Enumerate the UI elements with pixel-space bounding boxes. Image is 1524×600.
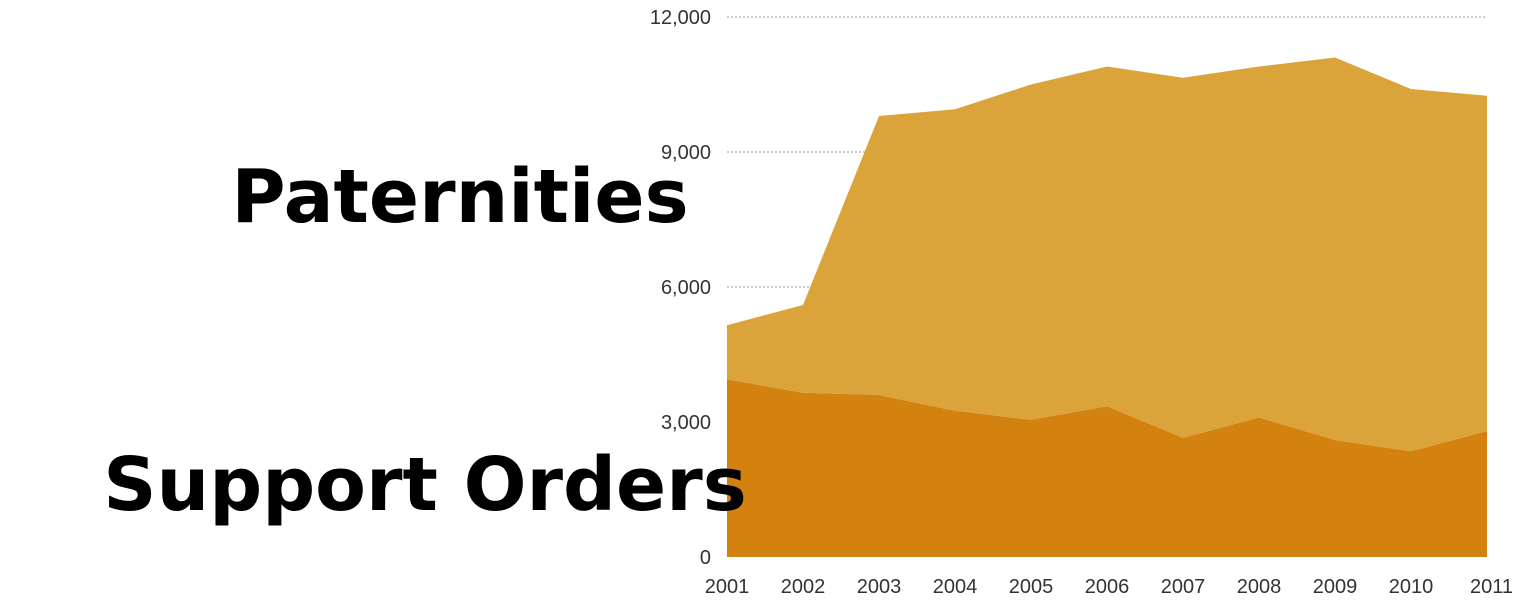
y-axis-tick-labels: 0 3,000 6,000 9,000 12,000 bbox=[650, 7, 711, 569]
area-support-orders bbox=[727, 379, 1487, 557]
area-series bbox=[727, 57, 1487, 557]
x-tick-label: 2011 bbox=[1470, 576, 1513, 598]
series-labels: Paternities Support Orders bbox=[103, 154, 747, 528]
x-tick-label: 2010 bbox=[1389, 576, 1434, 598]
x-tick-label: 2004 bbox=[933, 576, 978, 598]
y-tick-label: 12,000 bbox=[650, 7, 711, 29]
y-tick-label: 0 bbox=[700, 547, 711, 569]
x-tick-label: 2007 bbox=[1161, 576, 1206, 598]
y-tick-label: 6,000 bbox=[661, 277, 711, 299]
x-tick-label: 2006 bbox=[1085, 576, 1130, 598]
x-tick-label: 2009 bbox=[1313, 576, 1358, 598]
area-paternities bbox=[727, 57, 1487, 452]
x-tick-label: 2008 bbox=[1237, 576, 1282, 598]
series-label-support-orders: Support Orders bbox=[103, 442, 747, 528]
x-tick-label: 2002 bbox=[781, 576, 826, 598]
x-tick-label: 2005 bbox=[1009, 576, 1054, 598]
y-tick-label: 3,000 bbox=[661, 412, 711, 434]
x-tick-label: 2003 bbox=[857, 576, 902, 598]
series-label-paternities: Paternities bbox=[231, 154, 688, 240]
y-tick-label: 9,000 bbox=[661, 142, 711, 164]
x-tick-label: 2001 bbox=[705, 576, 750, 598]
x-axis-tick-labels: 2001 2002 2003 2004 2005 2006 2007 2008 2009 2010… bbox=[705, 576, 1513, 598]
